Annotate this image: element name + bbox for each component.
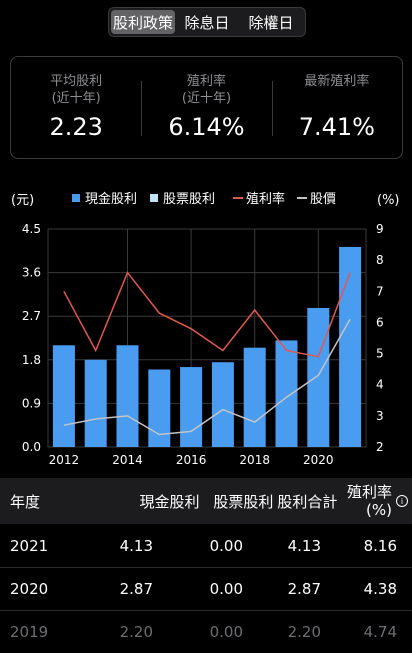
header-stock-dividend: 股票股利 xyxy=(213,492,274,511)
legend-label: 現金股利 xyxy=(85,191,137,207)
tab-ex-dividend-date[interactable]: 除息日 xyxy=(184,13,230,32)
table-row[interactable]: 2020 2.87 0.00 2.87 4.38 xyxy=(0,568,412,611)
legend-label: 股價 xyxy=(310,192,336,207)
stat-label: 最新殖利率 xyxy=(304,74,370,89)
yield-line xyxy=(63,271,351,358)
cell-total-dividend: 2.20 xyxy=(287,623,321,641)
stat-value: 7.41% xyxy=(298,113,375,141)
cash-dividend-bar xyxy=(52,345,75,447)
table-row[interactable]: 2019 2.20 0.00 2.20 4.74 xyxy=(0,611,412,653)
x-tick-label: 2012 xyxy=(49,453,80,467)
cell-stock-dividend: 0.00 xyxy=(209,623,243,641)
cash-dividend-bar xyxy=(275,340,298,447)
stat-value: 2.23 xyxy=(49,113,103,141)
cash-dividend-bar xyxy=(84,359,107,447)
y-right-tick-label: 4 xyxy=(376,378,384,392)
header-total-dividend: 股利合計 xyxy=(277,492,338,511)
y-right-tick-label: 7 xyxy=(376,284,384,298)
y-left-tick-label: 0.9 xyxy=(22,396,41,410)
cash-dividend-bar xyxy=(339,246,362,447)
y-right-tick-label: 2 xyxy=(376,440,384,454)
price-line xyxy=(63,318,351,436)
tab-ex-rights-date[interactable]: 除權日 xyxy=(248,13,294,32)
cell-cash-dividend: 2.20 xyxy=(119,623,153,641)
table-header: 年度 現金股利 股票股利 股利合計 殖利率 (%) i xyxy=(0,478,412,524)
cell-year: 2020 xyxy=(10,580,49,598)
cash-dividend-bar xyxy=(148,369,171,447)
chart-legend: 現金股利 股票股利 殖利率 股價 xyxy=(72,191,336,207)
y-right-tick-label: 3 xyxy=(376,409,384,423)
y-right-unit: (%) xyxy=(377,193,400,208)
cash-dividend-bar xyxy=(243,347,266,447)
stat-value: 6.14% xyxy=(168,113,245,141)
y-left-tick-label: 2.7 xyxy=(22,309,41,323)
legend-swatch xyxy=(150,194,158,202)
dividend-chart: (元) (%) 現金股利 股票股利 殖利率 股價 0.0 0.9 1.8 2.7 3.6 4.5… xyxy=(11,191,400,467)
x-tick-label: 2016 xyxy=(176,453,207,467)
cell-yield: 8.16 xyxy=(363,536,397,555)
dividend-tabs: 股利政策 除息日 除權日 xyxy=(108,7,306,37)
table-row[interactable]: 2021 4.13 0.00 4.13 8.16 xyxy=(0,524,412,568)
stat-average-dividend: 平均股利 (近十年) 2.23 xyxy=(11,57,141,158)
dividend-summary-card: 平均股利 (近十年) 2.23 殖利率 (近十年) 6.14% 最新殖利率 7.… xyxy=(10,56,403,159)
legend-label: 殖利率 xyxy=(246,191,285,207)
y-left-unit: (元) xyxy=(11,193,34,208)
y-left-tick-label: 0.0 xyxy=(22,440,41,454)
cell-year: 2021 xyxy=(10,536,49,555)
x-tick-label: 2014 xyxy=(112,453,143,467)
y-right-tick-label: 6 xyxy=(376,315,384,329)
cell-year: 2019 xyxy=(10,623,49,641)
header-cash-dividend: 現金股利 xyxy=(139,492,200,511)
cash-dividend-bar xyxy=(307,307,330,447)
header-yield-label: 殖利率 (%) xyxy=(346,483,392,519)
y-left-tick-label: 4.5 xyxy=(22,222,41,236)
chart-axes: 0.0 0.9 1.8 2.7 3.6 4.5 2 3 4 5 6 7 8 9 2012 2014 2016 20… xyxy=(22,222,384,467)
legend-label: 股票股利 xyxy=(163,192,215,207)
cell-cash-dividend: 4.13 xyxy=(119,536,153,555)
y-right-tick-label: 8 xyxy=(376,253,384,267)
x-tick-label: 2018 xyxy=(239,453,270,467)
cash-dividend-bars xyxy=(52,246,362,447)
chart-lines xyxy=(63,271,351,436)
y-left-tick-label: 3.6 xyxy=(22,266,41,280)
legend-swatch xyxy=(72,194,80,202)
y-right-tick-label: 9 xyxy=(376,222,384,236)
stat-label: 殖利率 (近十年) xyxy=(181,74,232,106)
dividend-table: 年度 現金股利 股票股利 股利合計 殖利率 (%) i 2021 4.13 0.… xyxy=(0,478,412,653)
stat-label: 平均股利 (近十年) xyxy=(50,74,103,106)
cash-dividend-bar xyxy=(180,367,203,447)
info-icon[interactable]: i xyxy=(395,495,408,507)
cell-total-dividend: 4.13 xyxy=(287,536,321,555)
stat-average-yield: 殖利率 (近十年) 6.14% xyxy=(141,57,271,158)
cash-dividend-bar xyxy=(116,345,139,447)
cell-yield: 4.38 xyxy=(363,580,397,598)
tab-dividend-policy[interactable]: 股利政策 xyxy=(111,10,175,34)
cell-total-dividend: 2.87 xyxy=(287,580,321,598)
cell-cash-dividend: 2.87 xyxy=(119,580,153,598)
cell-yield: 4.74 xyxy=(363,623,397,641)
y-right-tick-label: 5 xyxy=(376,347,384,361)
x-tick-label: 2020 xyxy=(303,453,334,467)
stat-latest-yield: 最新殖利率 7.41% xyxy=(271,57,402,158)
header-yield[interactable]: 殖利率 (%) i xyxy=(337,483,412,519)
y-left-tick-label: 1.8 xyxy=(22,353,41,367)
cell-stock-dividend: 0.00 xyxy=(209,580,243,598)
header-year: 年度 xyxy=(10,492,41,511)
cash-dividend-bar xyxy=(211,362,234,447)
cell-stock-dividend: 0.00 xyxy=(209,536,243,555)
